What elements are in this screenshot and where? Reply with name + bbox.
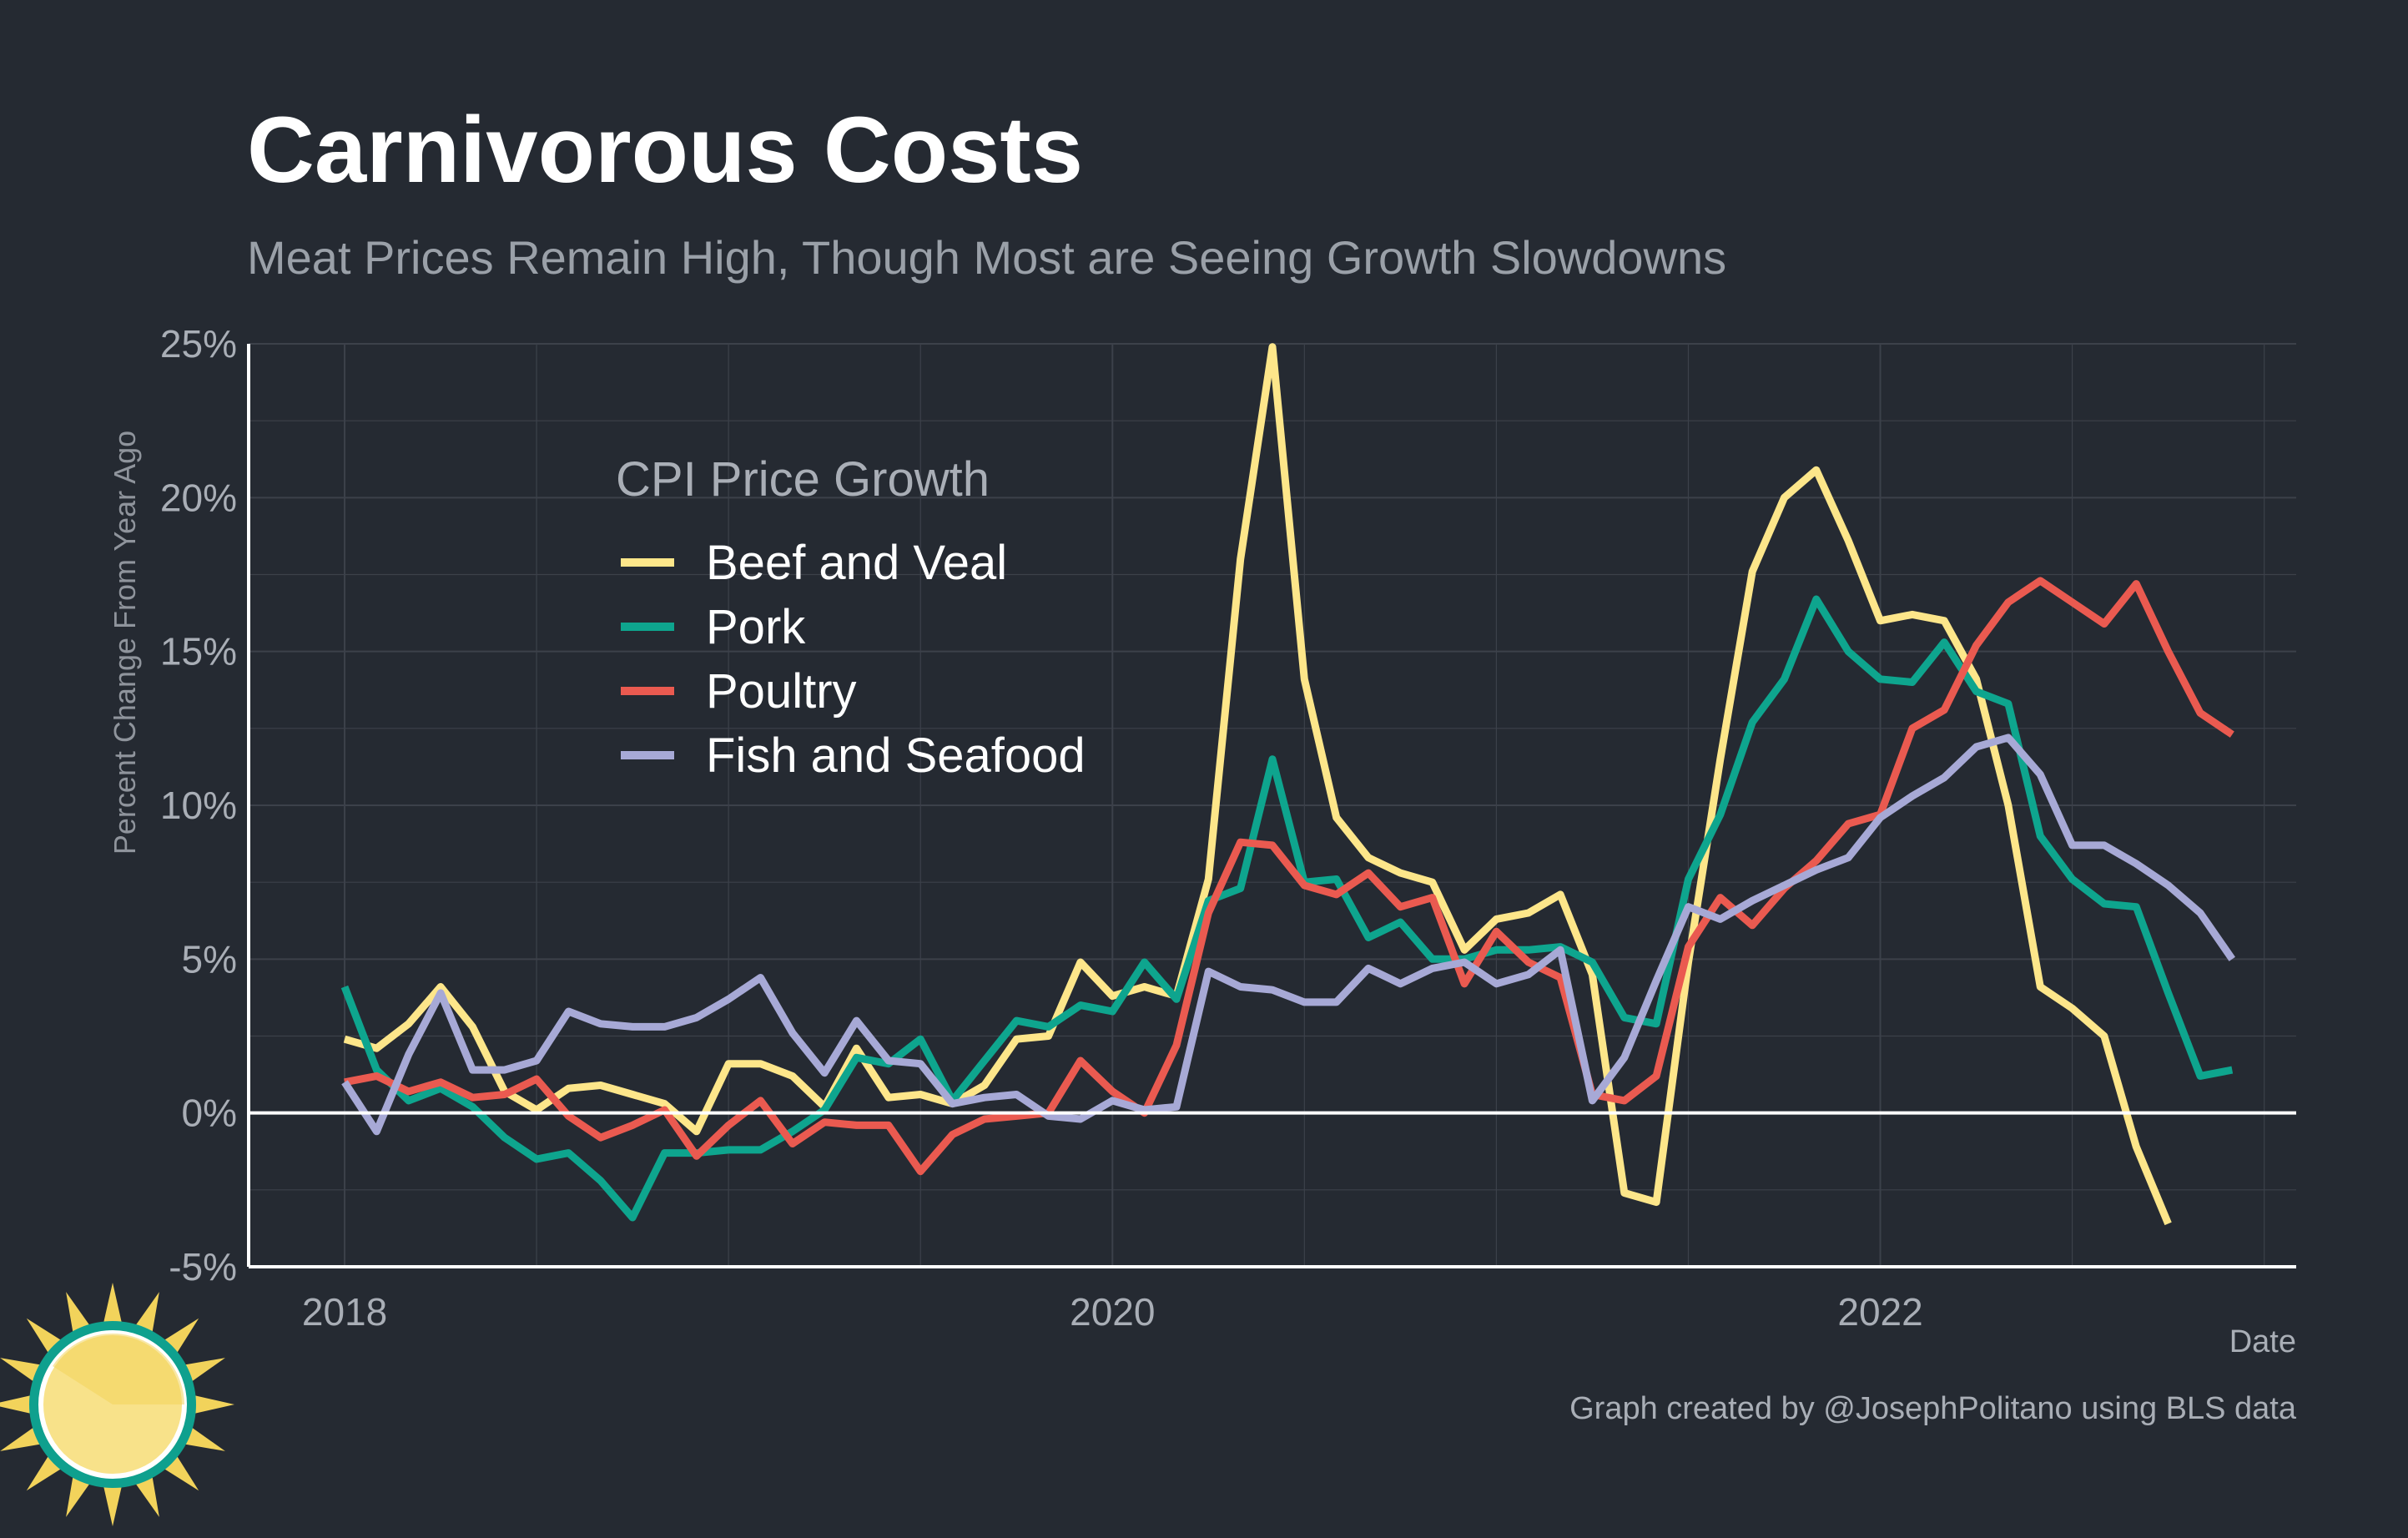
sun-ray — [0, 1358, 43, 1384]
x-tick-label: 2020 — [1070, 1290, 1155, 1334]
x-tick-label: 2022 — [1837, 1290, 1922, 1334]
legend-label: Pork — [706, 600, 806, 654]
y-axis-ticks: -5% 0% 5% 10% 15% 20% 25% — [160, 322, 237, 1288]
sun-ray — [0, 1394, 33, 1414]
legend: CPI Price Growth Beef and Veal Pork Poultr… — [616, 452, 1086, 783]
x-tick-label: 2018 — [302, 1290, 387, 1334]
sun-ray — [182, 1425, 225, 1451]
sun-ray — [133, 1474, 159, 1517]
axes — [247, 344, 2296, 1268]
sun-ray — [133, 1292, 159, 1335]
x-axis-label: Date — [2229, 1324, 2296, 1359]
source-caption: Graph created by @JosephPolitano using B… — [1569, 1391, 2297, 1426]
sun-ray — [66, 1292, 92, 1335]
sun-ray — [103, 1484, 123, 1526]
sun-ray — [192, 1394, 234, 1414]
series-line-poultry — [344, 577, 2234, 1176]
y-tick-label: 10% — [160, 784, 237, 827]
legend-title: CPI Price Growth — [616, 452, 990, 507]
legend-label: Beef and Veal — [706, 536, 1007, 590]
y-tick-label: 15% — [160, 630, 237, 673]
y-tick-label: -5% — [169, 1245, 237, 1288]
sun-logo-icon — [0, 1283, 234, 1526]
y-tick-label: 20% — [160, 476, 237, 519]
legend-label: Fish and Seafood — [706, 729, 1086, 783]
x-axis-ticks: 2018 2020 2022 — [302, 1290, 1923, 1334]
chart-subtitle: Meat Prices Remain High, Though Most are… — [247, 231, 1726, 284]
series-line-fish-and-seafood — [341, 734, 2235, 1136]
y-tick-label: 0% — [182, 1092, 237, 1135]
series-line-pork — [340, 595, 2234, 1222]
sun-ray — [0, 1425, 43, 1451]
y-tick-label: 25% — [160, 322, 237, 366]
y-tick-label: 5% — [182, 937, 237, 981]
sun-ray — [103, 1283, 123, 1325]
grid-lines — [249, 343, 2296, 1268]
sun-ray — [182, 1358, 225, 1384]
sun-ray — [66, 1474, 92, 1517]
series-line-beef-and-veal — [343, 343, 2172, 1226]
chart-title: Carnivorous Costs — [247, 98, 1083, 202]
y-axis-label: Percent Change From Year Ago — [108, 431, 142, 855]
legend-label: Poultry — [706, 664, 857, 719]
